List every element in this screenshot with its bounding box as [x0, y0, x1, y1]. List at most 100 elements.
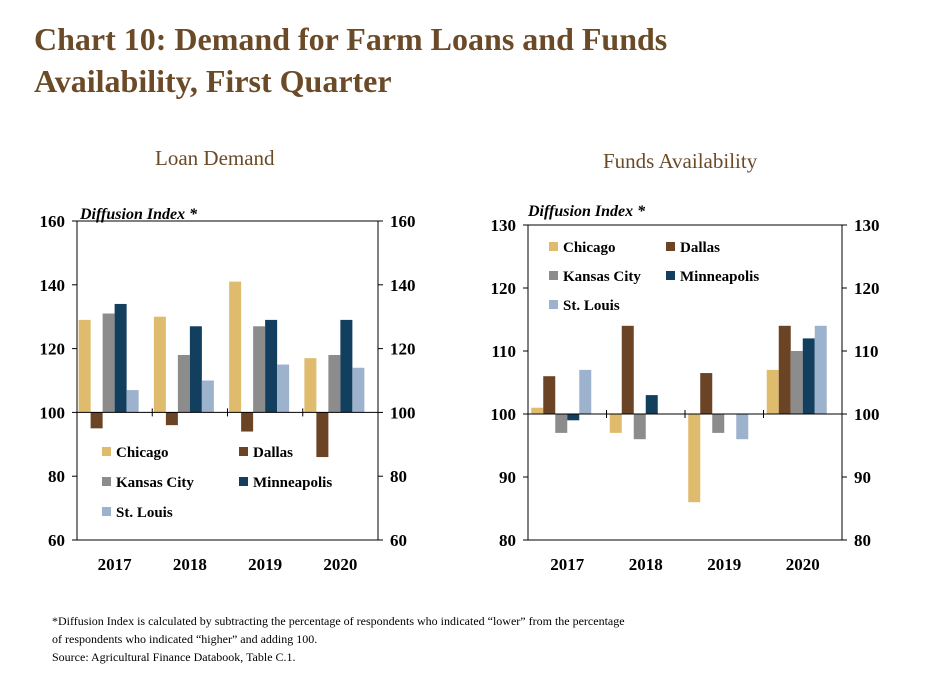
footnote: *Diffusion Index is calculated by subtra… [52, 612, 625, 666]
bar-kansas-city-2017 [555, 414, 568, 433]
bar-kansas-city-2020 [328, 354, 341, 413]
loan-demand-legend: Chicago Dallas Kansas City Minneapolis St. L… [102, 445, 332, 521]
bar-st-louis-2019 [277, 364, 290, 413]
left-tick-label: 100 [40, 403, 66, 422]
bar-kansas-city-2018 [177, 354, 190, 413]
right-tick-label: 100 [390, 403, 416, 422]
bar-minneapolis-2018 [645, 395, 658, 414]
bar-minneapolis-2019 [265, 319, 278, 413]
bar-st-louis-2017 [126, 390, 139, 413]
legend-label: Chicago [116, 445, 169, 461]
footnote-line-2: of respondents who indicated “higher” an… [52, 632, 318, 646]
footnote-source: Source: Agricultural Finance Databook, T… [52, 650, 296, 664]
bar-st-louis-2018 [201, 380, 214, 413]
legend-swatch [102, 447, 111, 456]
category-label: 2019 [248, 555, 282, 574]
category-label: 2020 [323, 555, 357, 574]
bar-st-louis-2017 [579, 369, 592, 414]
left-tick-label: 60 [48, 531, 65, 550]
legend-label: Dallas [253, 445, 293, 461]
legend-label: St. Louis [116, 505, 173, 521]
bar-st-louis-2020 [814, 325, 827, 414]
funds-availability-chart: 80 80 90 90 100 100 110 110 120 120 130 130 2017 2018… [491, 203, 880, 574]
funds-availability-legend: Chicago Dallas Kansas City Minneapolis St. L… [549, 240, 759, 314]
left-tick-label: 90 [499, 468, 516, 487]
right-tick-label: 130 [854, 216, 880, 235]
right-tick-label: 60 [390, 531, 407, 550]
left-tick-label: 80 [48, 467, 65, 486]
bar-kansas-city-2018 [633, 414, 646, 440]
funds-availability-axis-title: Diffusion Index * [527, 203, 646, 220]
legend-swatch [549, 242, 558, 251]
legend-swatch [102, 507, 111, 516]
bar-minneapolis-2018 [189, 326, 202, 413]
legend-label: St. Louis [563, 298, 620, 314]
bar-minneapolis-2017 [114, 303, 127, 413]
bar-chicago-2020 [304, 358, 317, 413]
loan-demand-panel-title: Loan Demand [155, 146, 275, 170]
chart-title-line-1: Chart 10: Demand for Farm Loans and Fund… [34, 21, 668, 57]
legend-swatch [549, 271, 558, 280]
left-tick-label: 80 [499, 531, 516, 550]
legend-swatch [239, 477, 248, 486]
legend-swatch [666, 242, 675, 251]
bar-chicago-2018 [153, 316, 166, 413]
bar-kansas-city-2019 [253, 326, 266, 413]
legend-swatch [102, 477, 111, 486]
bar-dallas-2020 [778, 325, 791, 414]
right-tick-label: 100 [854, 405, 880, 424]
bar-kansas-city-2020 [790, 351, 803, 414]
category-label: 2019 [707, 555, 741, 574]
loan-demand-chart: 60 60 80 80 100 100 120 120 140 140 160 160 2017 2018… [40, 206, 416, 574]
bar-kansas-city-2017 [102, 313, 115, 413]
left-tick-label: 100 [491, 405, 517, 424]
legend-label: Kansas City [116, 475, 194, 491]
legend-swatch [666, 271, 675, 280]
category-label: 2018 [173, 555, 207, 574]
right-tick-label: 110 [854, 342, 879, 361]
bar-minneapolis-2020 [340, 319, 353, 413]
loan-demand-axis-title: Diffusion Index * [79, 206, 198, 223]
left-tick-label: 160 [40, 212, 66, 231]
funds-availability-panel-title: Funds Availability [603, 149, 758, 173]
footnote-line-1: *Diffusion Index is calculated by subtra… [52, 614, 625, 628]
category-label: 2018 [629, 555, 663, 574]
bar-dallas-2018 [621, 325, 634, 414]
bar-chicago-2017 [531, 407, 544, 414]
legend-label: Minneapolis [680, 269, 759, 285]
bar-dallas-2018 [165, 412, 178, 426]
bar-dallas-2017 [90, 412, 103, 429]
right-tick-label: 160 [390, 212, 416, 231]
left-tick-label: 120 [40, 340, 66, 359]
left-tick-label: 140 [40, 276, 66, 295]
right-tick-label: 120 [390, 340, 416, 359]
bar-minneapolis-2020 [802, 338, 815, 414]
bar-st-louis-2020 [352, 367, 365, 413]
legend-label: Kansas City [563, 269, 641, 285]
bar-chicago-2019 [688, 414, 701, 503]
right-tick-label: 140 [390, 276, 416, 295]
funds-availability-plot-frame [527, 224, 843, 541]
category-label: 2020 [786, 555, 820, 574]
bar-dallas-2019 [241, 412, 254, 432]
bar-dallas-2019 [700, 373, 713, 414]
bar-chicago-2018 [609, 414, 622, 433]
bar-dallas-2020 [316, 412, 329, 458]
bar-st-louis-2019 [736, 414, 749, 440]
loan-demand-plot-frame [76, 220, 379, 541]
right-tick-label: 80 [854, 531, 871, 550]
left-tick-label: 110 [491, 342, 516, 361]
legend-swatch [549, 300, 558, 309]
chart-title: Chart 10: Demand for Farm Loans and Fund… [34, 18, 904, 102]
legend-label: Dallas [680, 240, 720, 256]
bar-chicago-2019 [229, 281, 242, 413]
bar-chicago-2020 [766, 369, 779, 414]
legend-swatch [239, 447, 248, 456]
legend-label: Minneapolis [253, 475, 332, 491]
bar-chicago-2017 [78, 319, 91, 413]
category-label: 2017 [550, 555, 585, 574]
bar-kansas-city-2019 [712, 414, 725, 433]
legend-label: Chicago [563, 240, 616, 256]
bar-dallas-2017 [543, 376, 556, 414]
